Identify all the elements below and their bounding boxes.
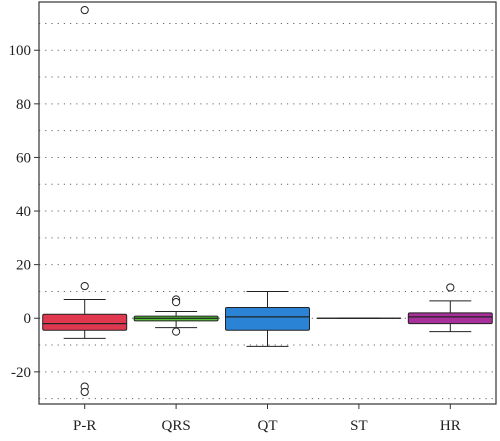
y-tick-label: -20 bbox=[11, 365, 31, 381]
outlier-point bbox=[80, 5, 89, 15]
y-tick-label: 100 bbox=[9, 43, 32, 59]
y-tick-label: 40 bbox=[16, 204, 31, 220]
y-tick-label: 0 bbox=[24, 311, 32, 327]
x-tick-label: P-R bbox=[73, 418, 96, 434]
y-axis: -20 0 20 40 60 80 100 bbox=[9, 43, 39, 381]
outlier-point bbox=[446, 283, 455, 292]
x-tick-label: HR bbox=[440, 418, 461, 434]
x-tick-label: ST bbox=[350, 418, 368, 434]
box-body bbox=[42, 313, 128, 331]
y-tick-label: 20 bbox=[16, 258, 31, 274]
plot-frame bbox=[38, 1, 497, 405]
outlier-point bbox=[80, 387, 89, 397]
y-tick-label: 80 bbox=[16, 97, 31, 113]
x-axis: P-R QRS QT ST HR bbox=[73, 404, 461, 434]
x-tick-label: QRS bbox=[162, 418, 191, 434]
box-body bbox=[407, 312, 493, 325]
box-body bbox=[225, 307, 310, 331]
outlier-point bbox=[80, 281, 89, 291]
x-tick-label: QT bbox=[258, 418, 278, 434]
outlier-point bbox=[172, 298, 181, 307]
boxes bbox=[42, 5, 493, 397]
box-p-r bbox=[42, 5, 128, 397]
y-tick-label: 60 bbox=[16, 150, 31, 166]
box-qrs bbox=[133, 295, 219, 336]
box-qt bbox=[225, 290, 310, 347]
outlier-point bbox=[172, 327, 181, 336]
box-hr bbox=[407, 283, 493, 333]
